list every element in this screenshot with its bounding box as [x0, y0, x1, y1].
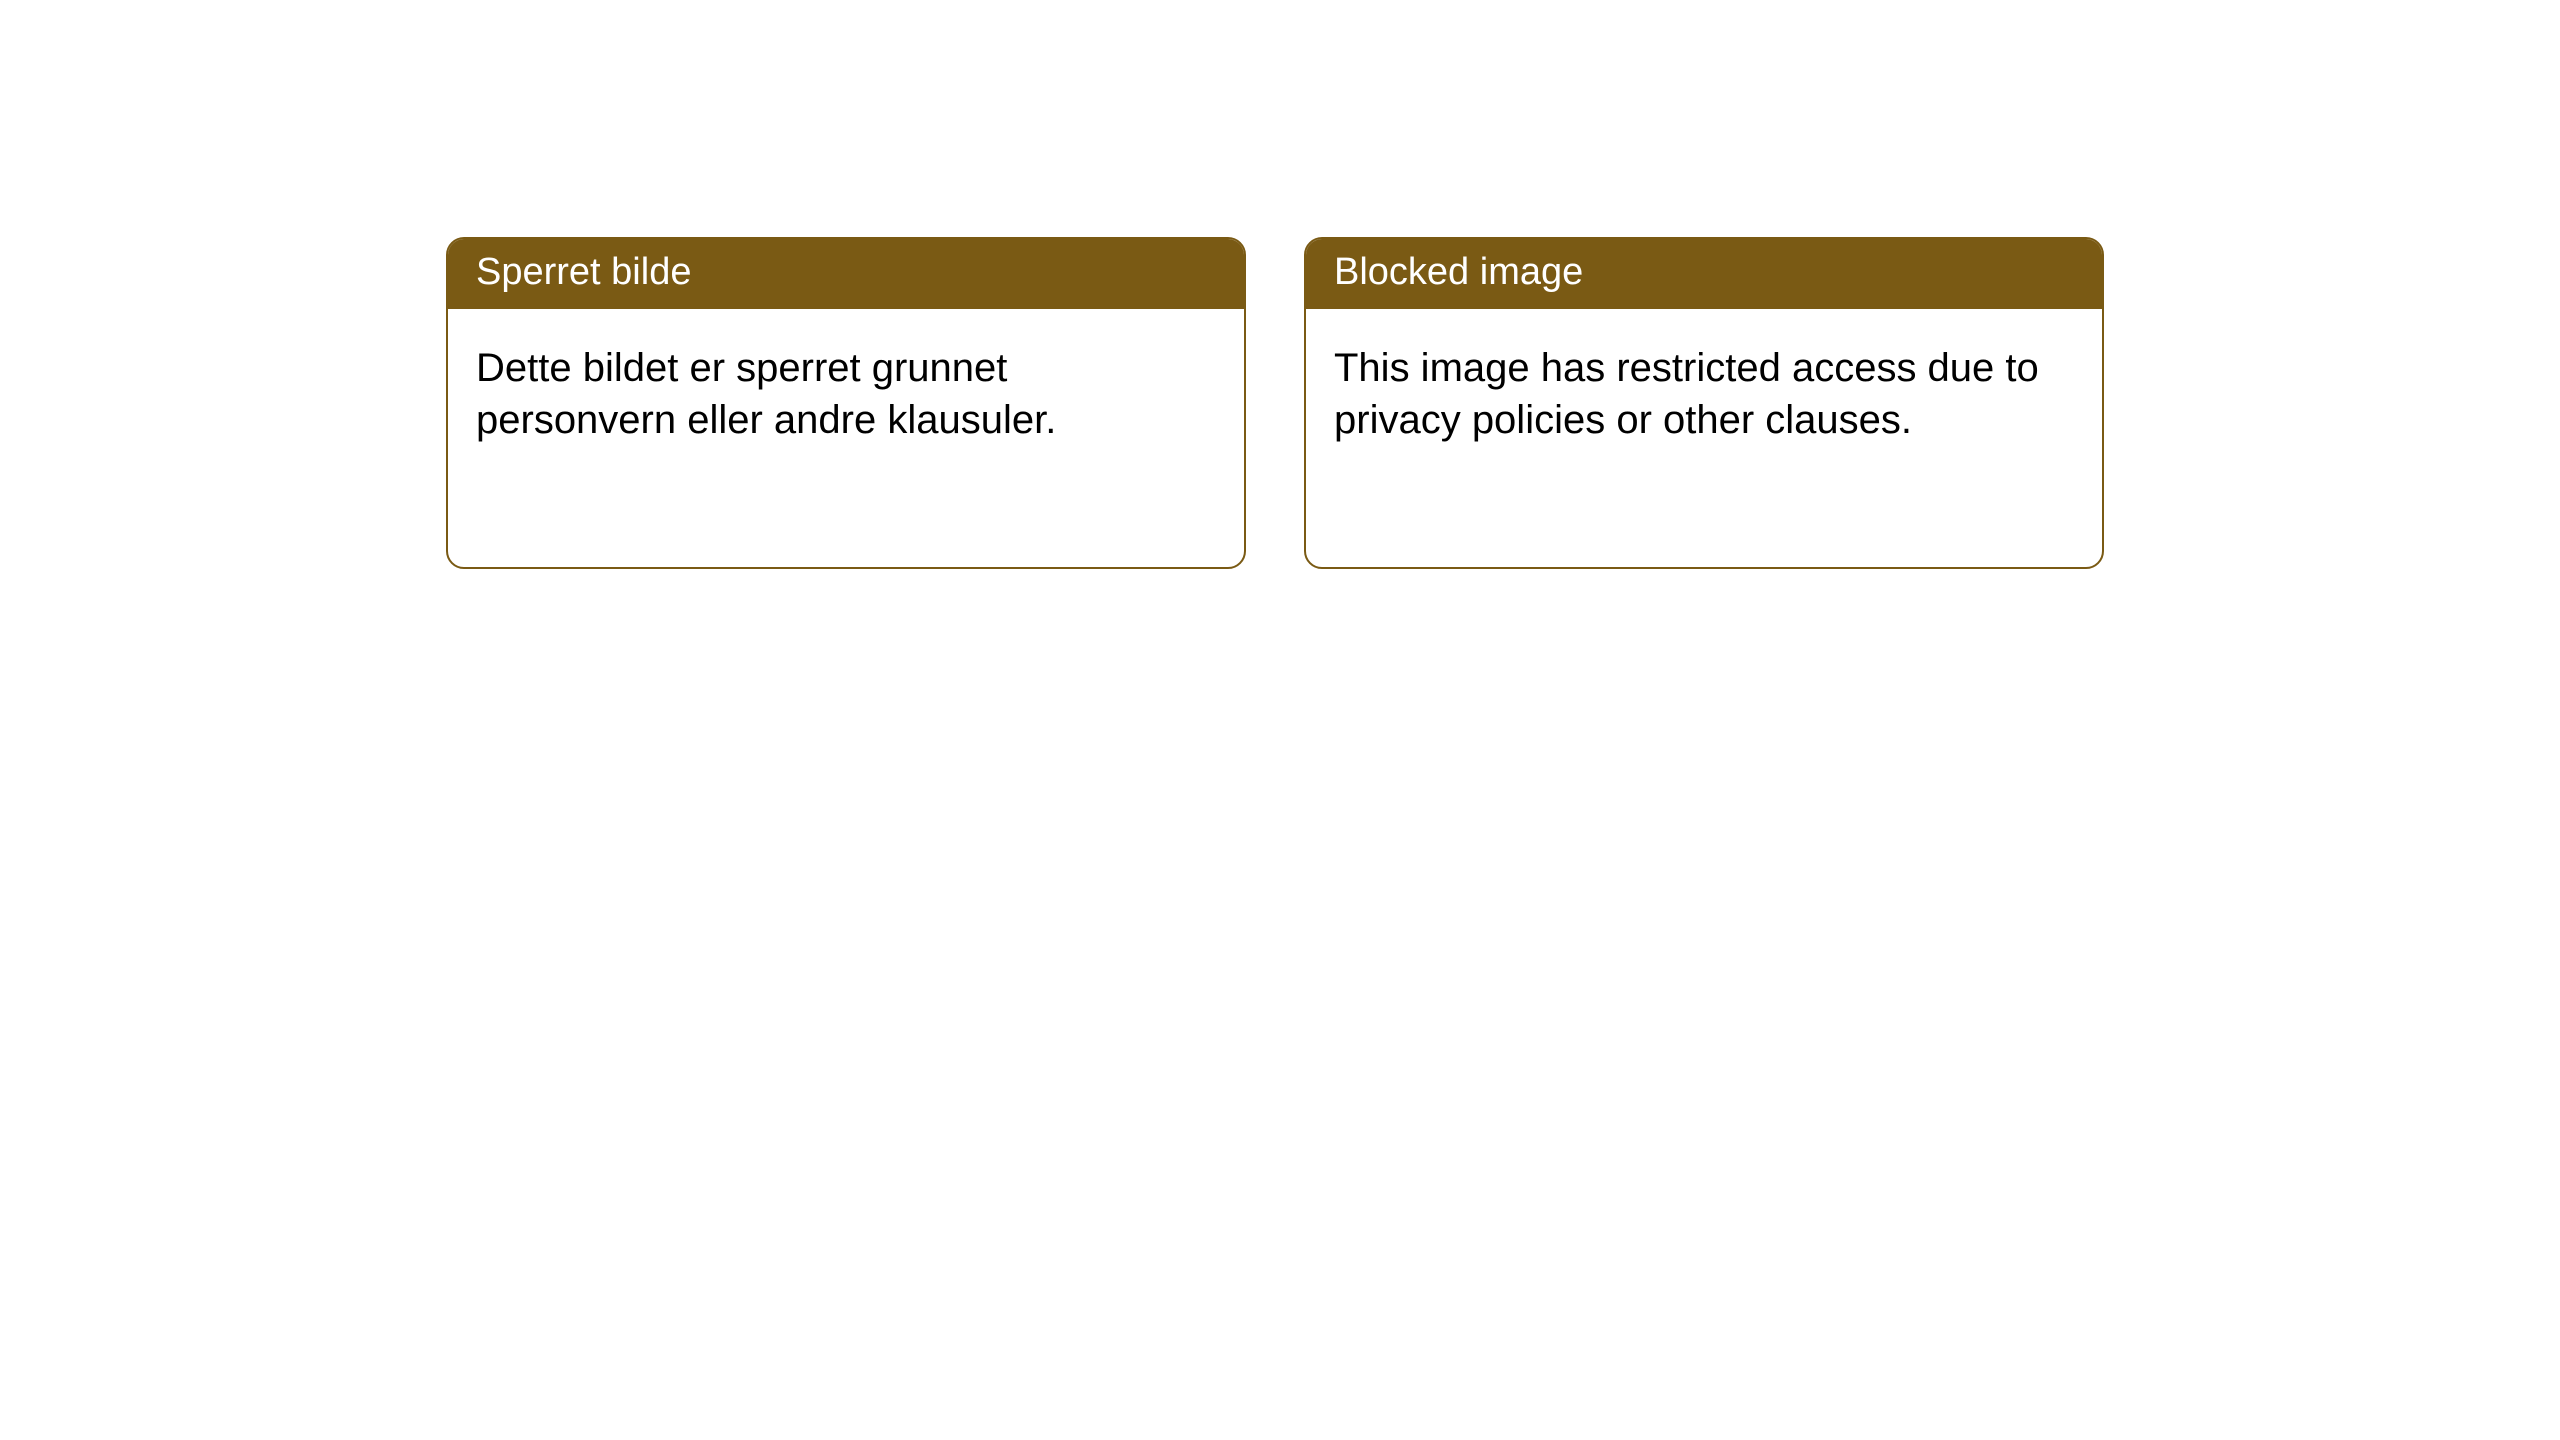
- card-body: This image has restricted access due to …: [1306, 309, 2102, 479]
- card-title: Sperret bilde: [476, 251, 691, 293]
- blocked-image-card-english: Blocked image This image has restricted …: [1304, 237, 2104, 569]
- card-body-text: Dette bildet er sperret grunnet personve…: [476, 346, 1056, 442]
- card-body-text: This image has restricted access due to …: [1334, 346, 2039, 442]
- card-header: Sperret bilde: [448, 239, 1244, 309]
- card-title: Blocked image: [1334, 251, 1583, 293]
- blocked-image-card-norwegian: Sperret bilde Dette bildet er sperret gr…: [446, 237, 1246, 569]
- card-header: Blocked image: [1306, 239, 2102, 309]
- blocked-image-cards-container: Sperret bilde Dette bildet er sperret gr…: [446, 237, 2560, 569]
- card-body: Dette bildet er sperret grunnet personve…: [448, 309, 1244, 479]
